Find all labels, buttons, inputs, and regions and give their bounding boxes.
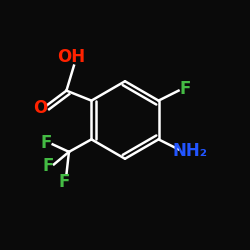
Text: F: F [42,156,54,174]
Text: O: O [33,99,47,117]
Text: OH: OH [58,48,86,66]
Text: NH₂: NH₂ [172,142,207,160]
Text: F: F [58,173,70,191]
Text: F: F [179,80,190,98]
Text: F: F [41,134,52,152]
